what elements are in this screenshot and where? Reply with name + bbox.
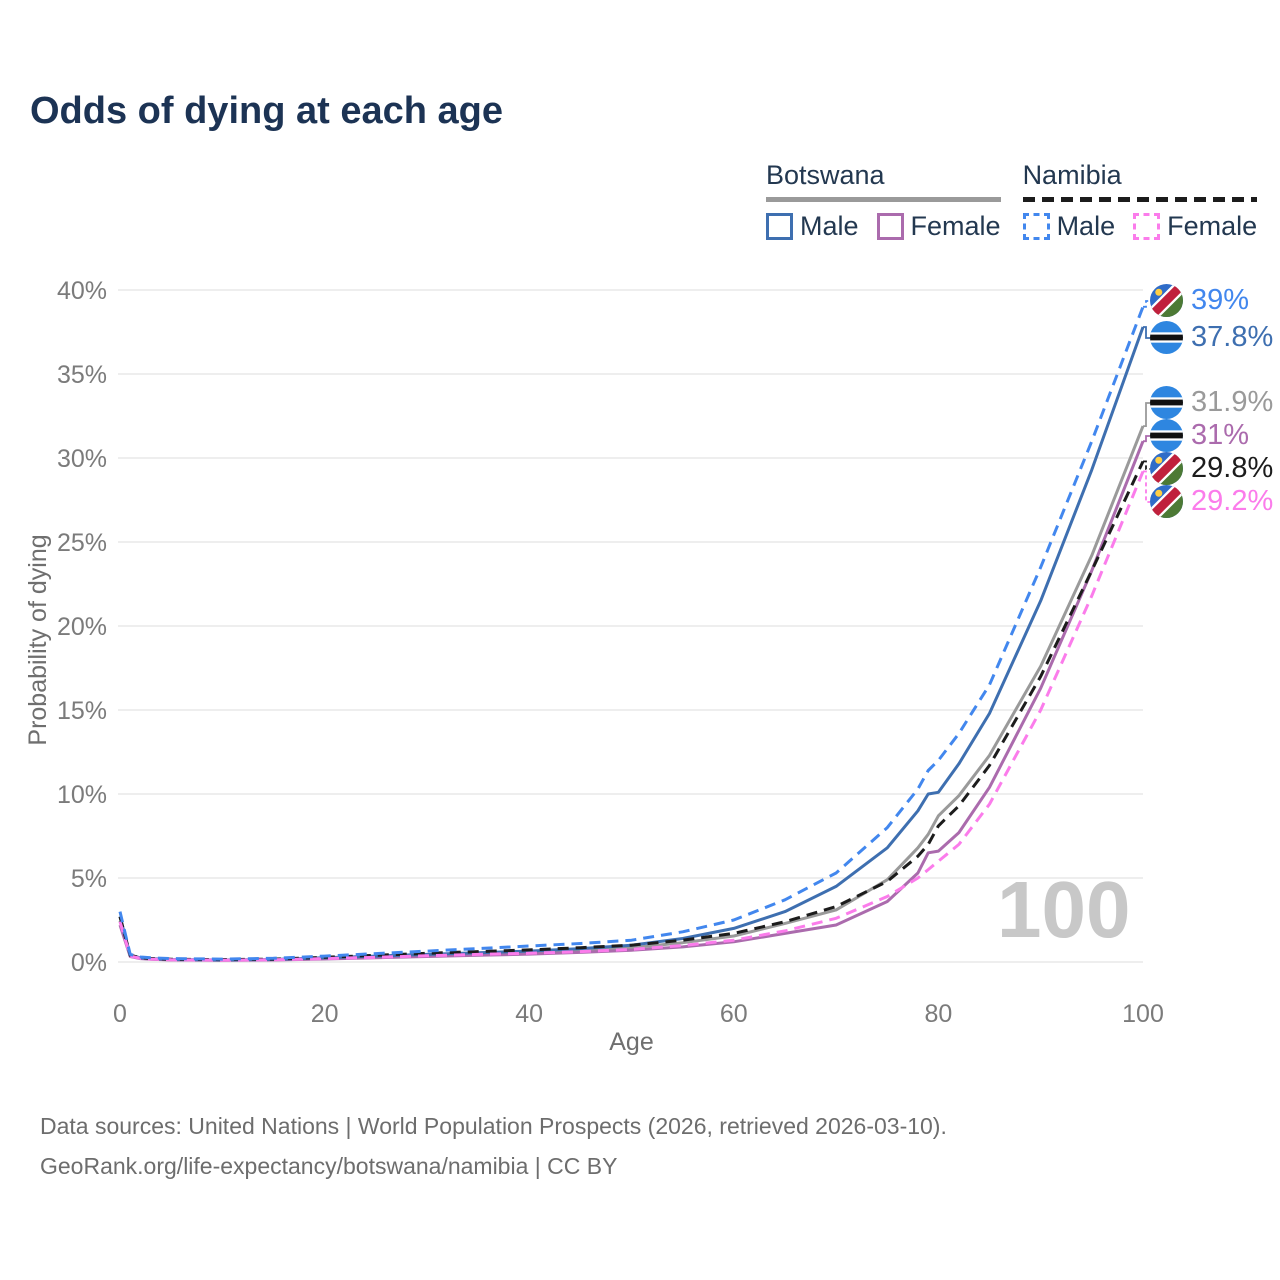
legend-item-namibia-female[interactable]: Female <box>1133 211 1257 242</box>
end-label-value: 39% <box>1191 284 1250 316</box>
y-tick-0: 0% <box>71 949 107 977</box>
botswana-flag-icon <box>1150 419 1183 452</box>
x-tick-40: 40 <box>515 1000 543 1028</box>
end-label-value: 37.8% <box>1191 321 1274 353</box>
legend-swatch-botswana-male <box>766 213 793 240</box>
line-namibia-female <box>118 470 1145 962</box>
end-label-value: 29.2% <box>1191 485 1274 517</box>
age-counter-watermark: 100 <box>997 865 1131 954</box>
footer: Data sources: United Nations | World Pop… <box>40 1106 947 1186</box>
legend-item-botswana-female[interactable]: Female <box>876 211 1001 242</box>
namibia-flag-icon <box>1150 284 1183 317</box>
legend-namibia-title[interactable]: Namibia <box>1022 160 1122 190</box>
label-connector-botswana-male <box>1143 326 1150 339</box>
x-tick-0: 0 <box>113 1000 127 1028</box>
y-tick-25: 25% <box>57 529 107 557</box>
y-tick-35: 35% <box>57 361 107 389</box>
x-tick-20: 20 <box>311 1000 339 1028</box>
label-connector-namibia-male <box>1143 300 1150 308</box>
x-tick-80: 80 <box>924 1000 952 1028</box>
legend-item-namibia-male[interactable]: Male <box>1022 211 1116 242</box>
y-tick-40: 40% <box>57 277 107 305</box>
x-axis-title: Age <box>609 1028 653 1056</box>
label-connector-botswana <box>1143 402 1150 427</box>
legend-item-botswana-male[interactable]: Male <box>766 211 859 242</box>
legend-swatch-namibia-male <box>1022 213 1050 240</box>
end-label-namibia: 29.8% <box>1150 452 1273 485</box>
legend-botswana-line-sample <box>766 197 1001 202</box>
legend-botswana-title[interactable]: Botswana <box>766 160 885 190</box>
x-tick-60: 60 <box>720 1000 748 1028</box>
y-axis-title: Probability of dying <box>24 534 52 745</box>
namibia-flag-icon <box>1150 485 1183 518</box>
y-tick-20: 20% <box>57 613 107 641</box>
legend: Botswana Male Female Namibia Male <box>766 160 1258 242</box>
legend-label-namibia-male: Male <box>1056 211 1116 241</box>
line-botswana-male <box>118 326 1145 962</box>
label-connector-botswana-female <box>1143 435 1150 443</box>
legend-label-botswana-male: Male <box>800 211 859 241</box>
x-tick-100: 100 <box>1122 1000 1164 1028</box>
botswana-flag-icon <box>1150 321 1183 354</box>
footer-sources: Data sources: United Nations | World Pop… <box>40 1113 947 1139</box>
footer-attribution: GeoRank.org/life-expectancy/botswana/nam… <box>40 1153 618 1179</box>
y-tick-10: 10% <box>57 781 107 809</box>
legend-swatch-botswana-female <box>876 213 904 240</box>
end-label-botswana: 31.9% <box>1150 386 1273 419</box>
end-label-botswana-female: 31% <box>1150 419 1249 452</box>
label-connector-namibia-female <box>1143 470 1150 503</box>
page-title: Odds of dying at each age <box>30 90 503 132</box>
label-connector-namibia <box>1143 460 1150 470</box>
legend-label-namibia-female: Female <box>1167 211 1258 241</box>
line-botswana-female <box>118 440 1145 962</box>
legend-group-botswana: Botswana Male Female <box>766 160 1001 242</box>
end-label-value: 31% <box>1191 419 1250 451</box>
end-label-namibia-male: 39% <box>1150 284 1249 317</box>
botswana-flag-icon <box>1150 386 1183 419</box>
end-label-namibia-female: 29.2% <box>1150 485 1273 518</box>
end-label-value: 31.9% <box>1191 386 1274 418</box>
y-tick-30: 30% <box>57 445 107 473</box>
legend-label-botswana-female: Female <box>910 211 1001 241</box>
legend-namibia-line-sample <box>1022 197 1258 202</box>
end-label-value: 29.8% <box>1191 452 1274 484</box>
end-label-botswana-male: 37.8% <box>1150 321 1273 354</box>
legend-group-namibia: Namibia Male Female <box>1022 160 1258 242</box>
y-tick-5: 5% <box>71 865 107 893</box>
line-botswana <box>118 425 1145 962</box>
namibia-flag-icon <box>1150 452 1183 485</box>
y-tick-15: 15% <box>57 697 107 725</box>
line-namibia-male <box>118 306 1145 961</box>
legend-swatch-namibia-female <box>1133 213 1161 240</box>
